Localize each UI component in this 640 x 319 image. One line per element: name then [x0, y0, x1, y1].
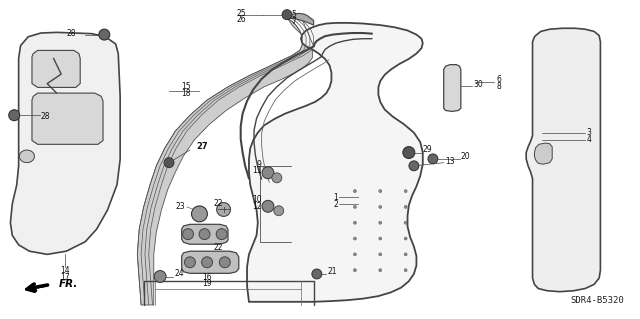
Circle shape: [379, 189, 381, 193]
Circle shape: [216, 229, 227, 240]
Polygon shape: [534, 143, 552, 164]
Text: 14: 14: [60, 266, 70, 275]
Text: 6: 6: [497, 75, 501, 84]
Circle shape: [274, 206, 284, 216]
Polygon shape: [32, 50, 80, 87]
Circle shape: [379, 253, 381, 256]
Circle shape: [164, 158, 174, 167]
Circle shape: [353, 205, 356, 208]
Text: 23: 23: [176, 203, 186, 211]
Text: 1: 1: [333, 193, 338, 202]
Text: 16: 16: [202, 273, 212, 282]
Circle shape: [379, 205, 381, 208]
Circle shape: [216, 203, 230, 216]
Text: 10: 10: [252, 196, 262, 204]
Text: 11: 11: [252, 166, 262, 175]
Polygon shape: [19, 150, 35, 163]
Text: 8: 8: [497, 82, 501, 91]
Text: 12: 12: [252, 202, 262, 211]
Text: 18: 18: [182, 89, 191, 98]
Circle shape: [404, 205, 407, 208]
Text: 28: 28: [67, 28, 76, 38]
Circle shape: [312, 269, 322, 279]
Polygon shape: [444, 65, 461, 111]
Text: 3: 3: [586, 128, 591, 137]
Text: 24: 24: [174, 270, 184, 278]
Circle shape: [379, 221, 381, 224]
Polygon shape: [182, 224, 228, 244]
Text: 26: 26: [236, 15, 246, 24]
Circle shape: [379, 269, 381, 272]
Text: 15: 15: [182, 82, 191, 91]
Circle shape: [404, 189, 407, 193]
Text: 29: 29: [423, 145, 433, 154]
Circle shape: [404, 253, 407, 256]
Circle shape: [353, 189, 356, 193]
Circle shape: [202, 257, 212, 268]
Circle shape: [282, 10, 292, 20]
Text: 4: 4: [586, 135, 591, 145]
Circle shape: [184, 257, 195, 268]
Circle shape: [404, 221, 407, 224]
Text: 20: 20: [461, 152, 470, 161]
Circle shape: [182, 229, 193, 240]
Polygon shape: [32, 93, 103, 144]
Circle shape: [353, 253, 356, 256]
Circle shape: [353, 269, 356, 272]
Polygon shape: [526, 28, 600, 292]
Text: 28: 28: [41, 112, 51, 121]
Polygon shape: [182, 251, 239, 273]
Circle shape: [220, 257, 230, 268]
Circle shape: [379, 237, 381, 240]
Circle shape: [272, 173, 282, 183]
Circle shape: [99, 29, 109, 40]
Text: 30: 30: [474, 80, 483, 89]
Text: 7: 7: [291, 18, 296, 26]
Text: 25: 25: [236, 9, 246, 18]
Circle shape: [409, 161, 419, 171]
Circle shape: [353, 221, 356, 224]
Circle shape: [353, 237, 356, 240]
Circle shape: [191, 206, 207, 222]
Circle shape: [404, 237, 407, 240]
Text: 5: 5: [291, 10, 296, 19]
Text: 19: 19: [202, 279, 212, 288]
Circle shape: [262, 167, 274, 179]
Text: 22: 22: [214, 199, 223, 208]
Polygon shape: [10, 33, 120, 254]
Text: 2: 2: [333, 200, 338, 209]
Text: 27: 27: [196, 142, 208, 151]
Text: 22: 22: [214, 243, 223, 252]
Circle shape: [9, 110, 20, 121]
Polygon shape: [287, 13, 314, 25]
Text: 13: 13: [445, 157, 455, 166]
Circle shape: [262, 200, 274, 212]
Circle shape: [199, 229, 210, 240]
Circle shape: [403, 147, 415, 159]
Polygon shape: [247, 23, 423, 302]
Circle shape: [404, 269, 407, 272]
Circle shape: [428, 154, 438, 164]
Text: 21: 21: [328, 267, 337, 276]
Circle shape: [154, 271, 166, 282]
Polygon shape: [138, 18, 312, 305]
Text: 17: 17: [60, 273, 70, 282]
Text: 9: 9: [257, 160, 262, 169]
Text: FR.: FR.: [59, 279, 78, 289]
Text: SDR4-B5320: SDR4-B5320: [571, 296, 625, 305]
